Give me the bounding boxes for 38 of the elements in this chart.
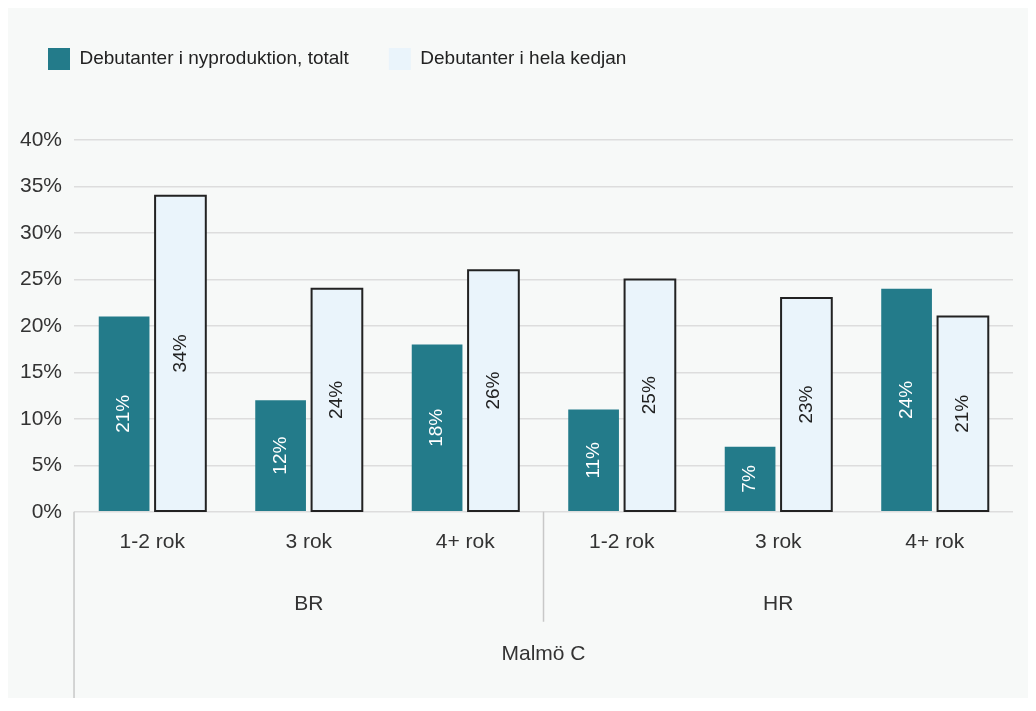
y-tick-label: 0% (31, 498, 63, 522)
data-label: 12% (268, 436, 290, 475)
y-tick-label: 35% (20, 173, 63, 197)
data-label: 24% (325, 380, 347, 419)
text: Malmö C (501, 640, 586, 664)
data-label: 7% (738, 465, 760, 493)
data-label: 23% (794, 385, 816, 424)
y-tick-label: 30% (20, 219, 63, 243)
x-tick-label: 3 rok (754, 529, 803, 553)
data-label: 26% (481, 371, 503, 410)
data-label: 25% (638, 376, 660, 415)
y-tick-label: 40% (20, 126, 63, 150)
data-label: 21% (112, 394, 134, 433)
bar (724, 446, 776, 512)
bar (411, 344, 463, 512)
y-tick-label: 25% (20, 266, 63, 290)
x-tick-label: 1-2 rok (589, 529, 655, 553)
bar (881, 288, 932, 512)
data-label: 24% (894, 380, 916, 419)
legend-label: Debutanter i hela kedjan (420, 47, 627, 69)
x-tick-label: 4+ rok (905, 529, 965, 553)
y-tick-label: 10% (20, 405, 63, 429)
data-label: 11% (581, 441, 603, 479)
bar (98, 316, 150, 512)
bar (568, 409, 619, 512)
x-tick-label: 4+ rok (435, 529, 496, 553)
data-label: 18% (425, 408, 447, 447)
legend-label: Debutanter i nyproduktion, totalt (79, 47, 350, 69)
bar (255, 400, 306, 512)
y-tick-label: 15% (20, 359, 63, 383)
data-label: 34% (168, 334, 190, 373)
text: HR (763, 590, 794, 614)
y-tick-label: 5% (31, 452, 63, 476)
y-tick-label: 20% (20, 312, 63, 336)
text: BR (294, 590, 324, 614)
x-tick-label: 1-2 rok (119, 529, 186, 553)
x-tick-label: 3 rok (285, 529, 333, 553)
data-label: 21% (951, 394, 973, 433)
